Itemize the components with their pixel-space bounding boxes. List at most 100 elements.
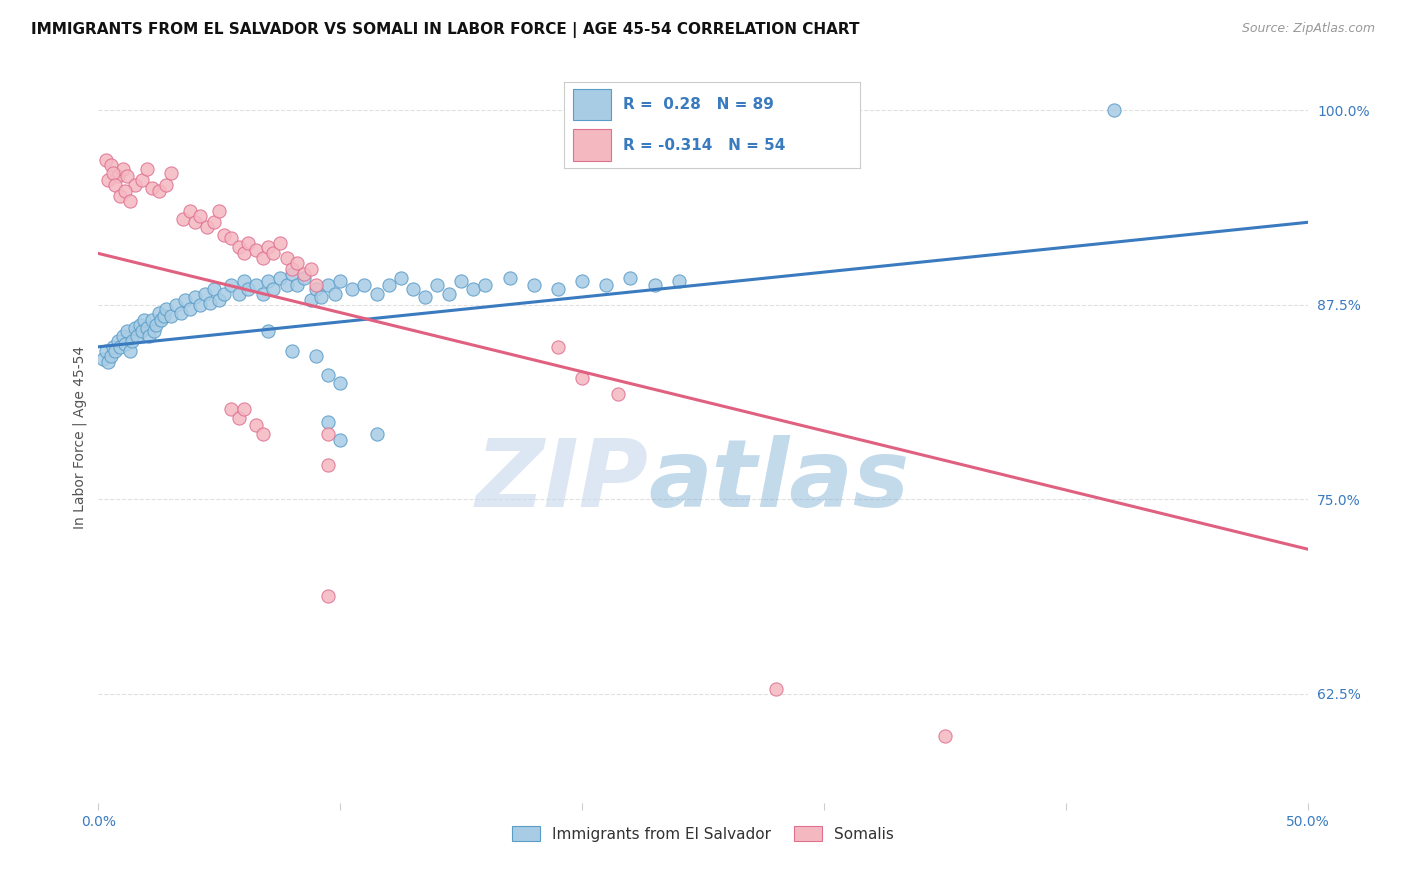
Point	[188, 209, 211, 223]
Point	[292, 267, 315, 281]
Point	[329, 376, 352, 390]
Point	[1102, 103, 1125, 118]
Point	[366, 427, 388, 442]
Point	[128, 318, 150, 332]
Point	[316, 427, 339, 442]
Point	[117, 169, 139, 183]
Point	[252, 251, 274, 265]
Text: ZIP: ZIP	[475, 435, 648, 527]
Point	[474, 277, 496, 292]
Point	[172, 212, 194, 227]
Point	[94, 153, 117, 167]
Point	[523, 277, 546, 292]
Point	[195, 219, 218, 234]
Point	[152, 309, 174, 323]
Point	[150, 313, 173, 327]
Point	[198, 296, 221, 310]
Point	[252, 427, 274, 442]
Point	[329, 433, 352, 447]
Point	[165, 298, 187, 312]
Point	[138, 329, 160, 343]
Point	[101, 340, 124, 354]
Text: Source: ZipAtlas.com: Source: ZipAtlas.com	[1241, 22, 1375, 36]
Point	[221, 402, 243, 417]
Point	[285, 256, 308, 270]
Point	[101, 165, 124, 179]
Point	[252, 286, 274, 301]
Point	[316, 277, 339, 292]
Point	[245, 277, 267, 292]
Point	[124, 321, 146, 335]
Y-axis label: In Labor Force | Age 45-54: In Labor Force | Age 45-54	[73, 345, 87, 529]
Point	[100, 349, 122, 363]
Point	[204, 215, 226, 229]
Point	[131, 324, 153, 338]
Point	[160, 309, 183, 323]
Point	[498, 271, 520, 285]
Point	[141, 181, 163, 195]
Point	[104, 344, 127, 359]
Point	[184, 290, 207, 304]
Point	[179, 204, 201, 219]
Point	[238, 282, 260, 296]
Point	[134, 313, 156, 327]
Point	[305, 277, 328, 292]
Point	[765, 682, 787, 697]
Point	[668, 275, 690, 289]
Point	[232, 275, 254, 289]
Point	[595, 277, 617, 292]
Point	[281, 262, 304, 277]
Point	[100, 158, 122, 172]
Point	[269, 271, 291, 285]
Point	[366, 286, 388, 301]
Point	[325, 286, 347, 301]
Legend: Immigrants from El Salvador, Somalis: Immigrants from El Salvador, Somalis	[506, 820, 900, 847]
Point	[108, 189, 131, 203]
Point	[124, 178, 146, 192]
Point	[571, 371, 593, 385]
Point	[299, 262, 322, 277]
Point	[281, 267, 304, 281]
Point	[377, 277, 399, 292]
Point	[353, 277, 375, 292]
Point	[342, 282, 364, 296]
Point	[571, 275, 593, 289]
Point	[118, 344, 141, 359]
Point	[305, 282, 328, 296]
Point	[305, 349, 328, 363]
Point	[402, 282, 425, 296]
Point	[413, 290, 436, 304]
Point	[107, 334, 129, 348]
Point	[316, 415, 339, 429]
Point	[228, 411, 250, 425]
Point	[97, 355, 120, 369]
Point	[316, 589, 339, 603]
Point	[232, 246, 254, 260]
Point	[174, 293, 197, 307]
Point	[426, 277, 449, 292]
Point	[389, 271, 412, 285]
Point	[148, 305, 170, 319]
Point	[143, 324, 166, 338]
Point	[127, 329, 149, 343]
Point	[194, 286, 217, 301]
Point	[256, 324, 278, 338]
Point	[155, 178, 177, 192]
Point	[148, 184, 170, 198]
Point	[309, 290, 332, 304]
Text: atlas: atlas	[648, 435, 910, 527]
Point	[91, 352, 114, 367]
Point	[276, 277, 298, 292]
Point	[114, 184, 136, 198]
Point	[121, 334, 143, 348]
Point	[204, 282, 226, 296]
Point	[212, 286, 235, 301]
Point	[644, 277, 666, 292]
Point	[607, 386, 630, 401]
Point	[169, 305, 191, 319]
Point	[145, 318, 167, 332]
Point	[135, 162, 157, 177]
Point	[94, 344, 117, 359]
Point	[221, 277, 243, 292]
Point	[117, 324, 139, 338]
